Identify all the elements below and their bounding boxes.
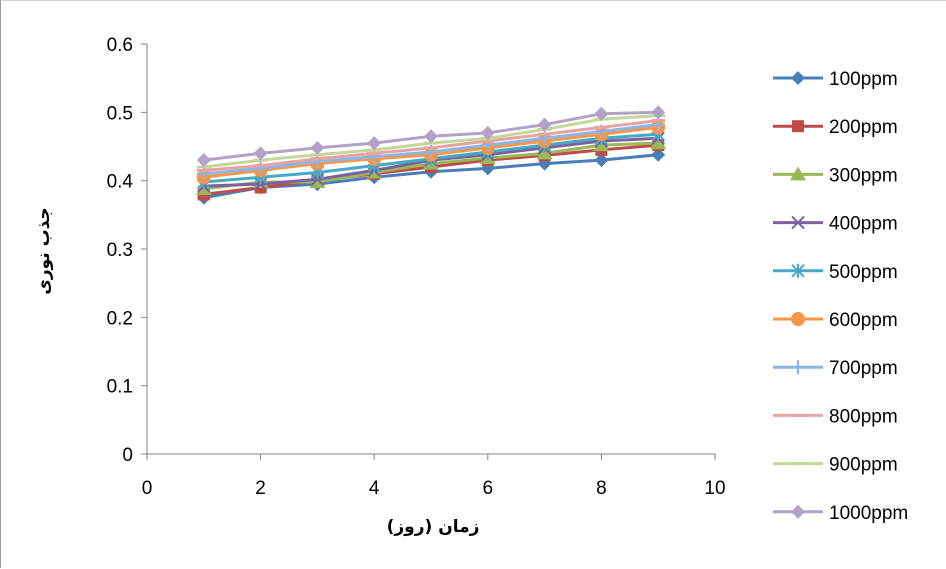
legend-entry: 600ppm [773,310,898,331]
series-layer [195,105,667,205]
legend-marker [791,312,805,326]
legend-label: 500ppm [829,262,898,283]
data-point [536,145,553,160]
x-tick-label: 0 [142,478,153,499]
x-tick-label: 4 [369,478,380,499]
data-point [310,154,325,169]
legend-label: 400ppm [829,214,898,235]
data-point [253,146,268,161]
legend-entry: 300ppm [773,165,898,186]
data-point [253,161,268,176]
tick-labels: 0 0.1 0.2 0.3 0.4 0.5 0.6 0 2 4 6 8 10 [107,35,726,499]
legend-entry: 400ppm [773,214,898,235]
legend-marker [791,71,805,85]
data-point [480,125,495,140]
legend-label: 700ppm [829,358,898,379]
y-tick-label: 0.4 [107,172,134,193]
legend-entry: 1000ppm [773,503,908,524]
legend-entry: 100ppm [773,69,898,90]
legend-label: 300ppm [829,165,898,186]
legend-marker [791,504,805,519]
legend-label: 200ppm [829,117,898,138]
y-tick-label: 0.5 [107,103,133,124]
y-axis-title: جذب نوری [34,207,54,294]
legend-entry: 500ppm [773,262,898,283]
data-point [594,153,609,168]
data-point [367,136,382,151]
y-tick-label: 0.1 [107,377,133,398]
legend-marker [790,166,806,181]
y-tick-label: 0.6 [107,35,133,56]
y-tick-label: 0.3 [107,240,133,261]
x-tick-label: 6 [483,478,494,499]
legend-label: 800ppm [829,406,898,427]
legend-marker [791,360,805,375]
y-tick-label: 0.2 [107,308,133,329]
data-point [650,135,667,150]
x-tick-label: 2 [255,478,266,499]
legend-marker [791,263,805,278]
data-point [310,140,325,155]
series-1000ppm [196,105,666,168]
y-tick-label: 0 [122,445,133,466]
legend-label: 100ppm [829,69,898,90]
series-800ppm [196,119,666,172]
legend: 100ppm 200ppm 300ppm 400ppm 500ppm 600ppm 700p… [773,69,908,524]
data-point [594,106,609,121]
data-point [651,105,666,120]
series-700ppm [196,117,666,181]
legend-marker [791,215,805,230]
legend-marker [792,120,804,133]
legend-entry: 800ppm [773,406,898,427]
legend-label: 900ppm [829,455,898,476]
x-tick-label: 10 [704,478,725,499]
x-axis-title: زمان (روز) [387,517,480,537]
legend-label: 600ppm [829,310,898,331]
legend-entry: 200ppm [773,117,898,138]
legend-entry: 700ppm [773,358,898,379]
legend-entry: 900ppm [773,455,898,476]
legend-label: 1000ppm [829,503,908,524]
data-point [651,147,666,162]
data-point [537,117,552,132]
plot-axes [141,43,716,460]
data-point [196,153,211,168]
x-tick-label: 8 [596,478,607,499]
data-point [424,129,438,144]
